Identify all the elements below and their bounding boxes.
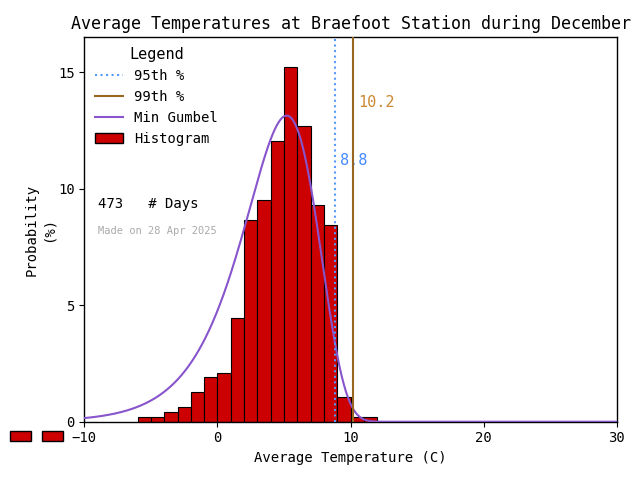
Title: Average Temperatures at Braefoot Station during December: Average Temperatures at Braefoot Station… bbox=[70, 15, 630, 33]
Bar bbox=[284, 67, 298, 422]
Bar bbox=[364, 417, 377, 422]
FancyBboxPatch shape bbox=[10, 432, 31, 441]
Bar bbox=[151, 417, 164, 422]
X-axis label: Average Temperature (C): Average Temperature (C) bbox=[254, 451, 447, 465]
Bar bbox=[257, 200, 271, 422]
Bar bbox=[271, 141, 284, 422]
Y-axis label: Probability
(%): Probability (%) bbox=[25, 183, 55, 276]
Bar bbox=[337, 397, 351, 422]
Bar bbox=[231, 318, 244, 422]
Bar bbox=[204, 377, 218, 422]
Legend: 95th %, 99th %, Min Gumbel, Histogram: 95th %, 99th %, Min Gumbel, Histogram bbox=[90, 41, 223, 151]
Bar bbox=[138, 417, 151, 422]
Text: 473   # Days: 473 # Days bbox=[98, 197, 198, 211]
Text: 10.2: 10.2 bbox=[358, 95, 395, 110]
Bar bbox=[244, 220, 257, 422]
Text: Made on 28 Apr 2025: Made on 28 Apr 2025 bbox=[98, 226, 216, 236]
Bar bbox=[164, 412, 177, 422]
Bar bbox=[310, 205, 324, 422]
Bar bbox=[298, 126, 310, 422]
Bar bbox=[191, 392, 204, 422]
Bar bbox=[218, 372, 231, 422]
Bar bbox=[351, 417, 364, 422]
Text: 8.8: 8.8 bbox=[340, 154, 367, 168]
FancyBboxPatch shape bbox=[42, 432, 63, 441]
Bar bbox=[177, 407, 191, 422]
Bar bbox=[324, 225, 337, 422]
